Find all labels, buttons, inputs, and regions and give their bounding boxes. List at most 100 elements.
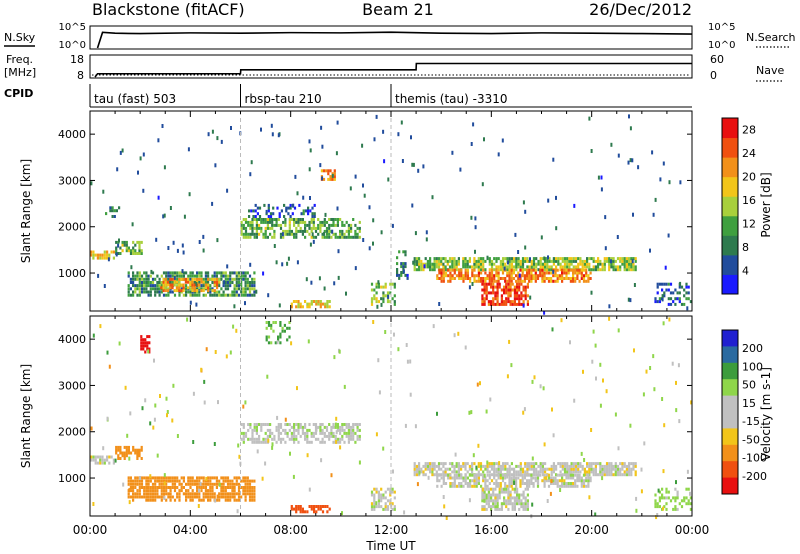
data-cell xyxy=(515,265,518,269)
data-cell xyxy=(507,496,510,500)
data-cell xyxy=(451,268,454,272)
data-cell xyxy=(404,250,407,254)
data-cell xyxy=(565,277,568,280)
data-cell xyxy=(328,305,331,309)
data-cell xyxy=(310,507,313,511)
data-cell xyxy=(541,271,544,275)
data-cell xyxy=(164,277,167,281)
data-cell xyxy=(176,492,179,496)
data-cell xyxy=(466,268,469,272)
data-cell xyxy=(497,464,500,468)
data-cell xyxy=(621,473,624,477)
data-cell xyxy=(264,235,267,239)
data-cell xyxy=(475,482,478,485)
data-cell xyxy=(561,473,564,477)
data-cell xyxy=(202,284,205,288)
data-cell xyxy=(277,425,280,429)
data-cell xyxy=(134,479,137,483)
data-cell xyxy=(247,423,250,426)
data-cell xyxy=(380,499,383,503)
data-cell xyxy=(656,300,659,304)
data-cell xyxy=(134,492,137,496)
data-cell xyxy=(213,492,216,496)
data-cell xyxy=(235,277,238,281)
data-cell xyxy=(449,482,452,485)
data-cell xyxy=(314,437,318,441)
data-cell xyxy=(264,440,267,444)
data-cell xyxy=(497,257,500,261)
data-cell xyxy=(569,277,572,280)
data-cell xyxy=(306,302,309,306)
data-cell xyxy=(334,434,337,438)
data-cell xyxy=(296,191,299,196)
data-cell xyxy=(498,493,501,497)
data-cell xyxy=(196,479,199,483)
data-cell xyxy=(524,297,527,301)
data-cell xyxy=(665,282,668,286)
data-cell xyxy=(444,462,447,466)
data-cell xyxy=(431,462,434,466)
data-cell xyxy=(165,486,168,489)
data-cell xyxy=(321,440,324,444)
data-cell xyxy=(276,340,279,345)
data-cell xyxy=(140,445,143,449)
data-cell xyxy=(541,462,544,466)
data-cell xyxy=(429,464,432,468)
data-cell xyxy=(619,259,622,263)
data-cell xyxy=(304,425,307,429)
data-cell xyxy=(521,473,524,477)
data-cell xyxy=(229,293,232,297)
data-cell xyxy=(277,437,280,441)
data-cell xyxy=(321,510,325,514)
data-cell xyxy=(377,358,380,363)
data-cell xyxy=(612,464,615,468)
data-cell xyxy=(556,482,559,485)
data-cell xyxy=(255,235,258,239)
data-cell xyxy=(594,473,597,477)
data-cell xyxy=(545,479,548,483)
data-cell xyxy=(384,282,387,286)
data-cell xyxy=(449,476,452,480)
data-cell xyxy=(382,300,385,304)
data-cell xyxy=(420,268,423,272)
data-cell xyxy=(438,268,441,272)
data-cell xyxy=(440,257,443,261)
data-cell xyxy=(336,423,339,426)
data-cell xyxy=(165,396,168,401)
data-cell xyxy=(518,496,521,500)
data-cell xyxy=(451,470,454,474)
data-cell xyxy=(123,243,126,247)
data-cell xyxy=(541,473,544,477)
data-cell xyxy=(187,479,190,483)
data-cell xyxy=(304,431,307,435)
data-cell xyxy=(211,277,214,281)
data-cell xyxy=(235,281,238,284)
data-cell xyxy=(237,287,241,291)
data-cell xyxy=(582,369,584,374)
data-cell xyxy=(151,486,155,489)
data-cell xyxy=(457,462,460,466)
data-cell xyxy=(661,487,664,491)
data-cell xyxy=(140,284,144,288)
data-cell xyxy=(145,495,148,499)
data-cell xyxy=(187,277,190,281)
data-cell xyxy=(312,226,315,230)
data-cell xyxy=(503,288,506,292)
data-cell xyxy=(519,484,522,488)
data-cell xyxy=(90,458,93,462)
data-cell xyxy=(505,487,508,491)
data-cell xyxy=(610,470,613,474)
data-cell xyxy=(545,271,548,275)
data-cell xyxy=(373,137,376,142)
data-cell xyxy=(132,486,135,489)
data-cell xyxy=(591,359,594,364)
data-cell xyxy=(193,495,196,499)
data-cell xyxy=(534,274,537,278)
data-cell xyxy=(668,317,671,322)
data-cell xyxy=(202,482,205,486)
data-cell xyxy=(629,298,632,303)
data-cell xyxy=(193,277,196,281)
data-cell xyxy=(252,209,255,213)
data-cell xyxy=(299,510,302,514)
data-cell xyxy=(502,462,505,466)
